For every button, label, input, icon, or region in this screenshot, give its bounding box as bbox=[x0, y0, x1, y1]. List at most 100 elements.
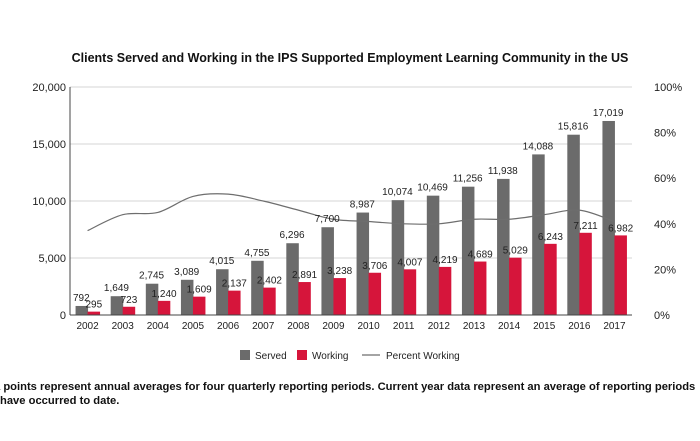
data-label-served: 10,469 bbox=[417, 183, 448, 194]
bar-served bbox=[75, 305, 89, 315]
data-label-working: 2,137 bbox=[222, 279, 247, 290]
percent-line bbox=[87, 193, 615, 232]
y2-tick-label: 40% bbox=[654, 219, 676, 231]
x-tick-label: 2015 bbox=[533, 321, 556, 332]
footnote-line-2: have occurred to date. bbox=[0, 395, 120, 407]
bar-working bbox=[438, 266, 452, 315]
bar-served bbox=[461, 186, 475, 315]
data-label-working: 5,029 bbox=[503, 246, 528, 257]
y-tick-label: 15,000 bbox=[32, 139, 66, 151]
bar-served bbox=[426, 195, 440, 315]
data-label-served: 4,015 bbox=[209, 256, 234, 267]
bar-working bbox=[228, 290, 241, 315]
data-label-served: 15,816 bbox=[558, 122, 589, 133]
data-label-served: 11,256 bbox=[453, 174, 483, 185]
x-tick-label: 2010 bbox=[357, 321, 380, 332]
bar-working bbox=[87, 311, 101, 315]
bar-served bbox=[532, 154, 545, 315]
y2-tick-label: 20% bbox=[654, 264, 676, 276]
data-label-working: 2,891 bbox=[292, 270, 317, 281]
legend-swatch-working bbox=[297, 350, 307, 360]
data-label-working: 4,219 bbox=[433, 255, 458, 266]
data-label-working: 6,243 bbox=[538, 232, 563, 243]
chart-title: Clients Served and Working in the IPS Su… bbox=[72, 51, 629, 65]
data-label-working: 295 bbox=[85, 300, 102, 311]
bar-served bbox=[286, 243, 299, 315]
bar-served bbox=[145, 283, 159, 315]
data-label-working: 3,706 bbox=[362, 261, 387, 272]
data-label-served: 11,938 bbox=[488, 166, 518, 177]
x-tick-label: 2012 bbox=[428, 321, 451, 332]
x-tick-label: 2017 bbox=[603, 321, 626, 332]
data-label-served: 792 bbox=[73, 293, 90, 304]
data-label-served: 6,296 bbox=[280, 230, 305, 241]
data-label-served: 8,987 bbox=[350, 200, 375, 211]
y2-tick-label: 60% bbox=[654, 173, 676, 185]
x-tick-label: 2009 bbox=[322, 321, 345, 332]
bars bbox=[75, 120, 627, 315]
data-label-served: 17,019 bbox=[593, 108, 624, 119]
legend-label-served: Served bbox=[255, 351, 287, 362]
bar-served bbox=[567, 134, 580, 315]
x-tick-label: 2004 bbox=[147, 321, 170, 332]
bar-working bbox=[403, 269, 417, 315]
y-tick-label: 20,000 bbox=[32, 82, 66, 94]
data-label-working: 4,007 bbox=[397, 257, 422, 268]
data-label-served: 3,089 bbox=[174, 267, 199, 278]
bar-served bbox=[216, 269, 229, 315]
footnote: a points represent annual averages for f… bbox=[0, 380, 700, 408]
data-label-served: 2,745 bbox=[139, 271, 164, 282]
bar-working bbox=[263, 287, 276, 315]
bar-served bbox=[391, 200, 405, 315]
footnote-line-1: a points represent annual averages for f… bbox=[0, 381, 696, 393]
x-tick-label: 2007 bbox=[252, 321, 275, 332]
bar-working bbox=[192, 296, 206, 315]
x-tick-label: 2008 bbox=[287, 321, 310, 332]
x-tick-label: 2011 bbox=[393, 321, 415, 332]
legend-swatch-served bbox=[240, 350, 250, 360]
x-tick-label: 2016 bbox=[568, 321, 591, 332]
bar-working bbox=[614, 235, 627, 315]
bar-working bbox=[473, 261, 487, 315]
x-tick-label: 2013 bbox=[463, 321, 486, 332]
data-label-working: 3,238 bbox=[327, 266, 352, 277]
data-label-working: 7,211 bbox=[573, 221, 598, 232]
bar-served bbox=[602, 120, 615, 315]
line-percent-working bbox=[87, 193, 615, 232]
bar-served bbox=[497, 178, 510, 315]
bar-working bbox=[544, 243, 557, 315]
bar-served bbox=[251, 260, 264, 315]
data-label-served: 7,700 bbox=[315, 214, 340, 225]
y2-tick-label: 80% bbox=[654, 128, 676, 140]
x-tick-label: 2006 bbox=[217, 321, 240, 332]
bar-working bbox=[333, 278, 346, 315]
x-tick-label: 2014 bbox=[498, 321, 521, 332]
x-tick-label: 2005 bbox=[182, 321, 205, 332]
axes: 0 5,000 10,000 15,000 20,000 0% 20% 40% 60% 80% 10… bbox=[32, 82, 682, 332]
legend-label-percent: Percent Working bbox=[386, 351, 460, 362]
data-label-served: 10,074 bbox=[382, 187, 413, 198]
bar-working bbox=[298, 282, 311, 315]
bar-working bbox=[157, 300, 171, 315]
data-label-working: 6,982 bbox=[608, 223, 633, 234]
y-tick-label: 5,000 bbox=[38, 253, 66, 265]
data-label-working: 4,689 bbox=[468, 250, 493, 261]
bar-served bbox=[110, 296, 124, 315]
x-tick-label: 2002 bbox=[76, 321, 99, 332]
y2-tick-label: 0% bbox=[654, 310, 670, 322]
data-label-working: 1,240 bbox=[152, 289, 177, 300]
legend: Served Working Percent Working bbox=[240, 350, 460, 362]
data-label-working: 723 bbox=[121, 295, 138, 306]
data-label-served: 14,088 bbox=[523, 141, 554, 152]
bar-working bbox=[509, 257, 522, 315]
y-tick-label: 10,000 bbox=[32, 196, 66, 208]
bar-served bbox=[321, 227, 334, 315]
y2-tick-label: 100% bbox=[654, 82, 682, 94]
y-tick-label: 0 bbox=[60, 310, 66, 322]
bar-working bbox=[122, 306, 136, 315]
x-tick-label: 2003 bbox=[112, 321, 135, 332]
bar-served bbox=[180, 279, 194, 315]
data-label-served: 4,755 bbox=[244, 248, 269, 259]
